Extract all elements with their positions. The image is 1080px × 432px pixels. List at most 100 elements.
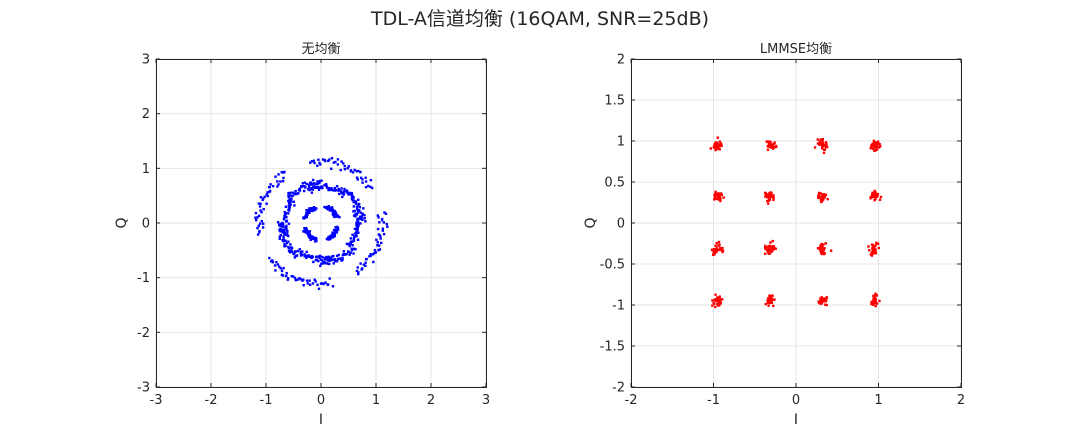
scatter-point (364, 176, 367, 179)
scatter-point (767, 246, 770, 249)
scatter-point (325, 186, 329, 189)
scatter-point (290, 250, 294, 254)
scatter-point (874, 248, 877, 251)
scatter-point (317, 259, 320, 263)
scatter-point (284, 211, 288, 215)
y-tick-label: 3 (142, 53, 150, 68)
scatter-point (276, 263, 280, 266)
scatter-point (351, 240, 354, 243)
scatter-point (822, 192, 826, 196)
scatter-point (714, 293, 717, 296)
scatter-point (385, 222, 388, 226)
scatter-point (717, 146, 720, 149)
scatter-point (767, 142, 771, 145)
scatter-point (298, 248, 302, 251)
scatter-point (712, 252, 715, 255)
scatter-point (299, 278, 302, 281)
scatter-point (361, 267, 364, 270)
scatter-point (873, 195, 877, 198)
scatter-point (332, 161, 336, 164)
scatter-point (714, 305, 717, 309)
scatter-point (721, 249, 725, 253)
scatter-point (339, 190, 343, 193)
scatter-point (293, 204, 296, 207)
scatter-point (309, 255, 312, 259)
scatter-point (306, 282, 310, 285)
scatter-point (340, 160, 343, 163)
scatter-point (256, 216, 259, 219)
scatter-point (361, 212, 364, 215)
scatter-point (348, 244, 351, 248)
scatter-point (301, 182, 305, 185)
scatter-point (285, 241, 289, 245)
scatter-point (334, 188, 337, 191)
scatter-point (331, 233, 334, 236)
scatter-point (319, 264, 322, 268)
scatter-point (717, 248, 720, 252)
scatter-point (335, 225, 339, 229)
y-tick-label: -2 (612, 381, 625, 396)
scatter-point (363, 213, 366, 217)
scatter-point (369, 185, 372, 188)
scatter-point (288, 251, 292, 254)
scatter-point (821, 147, 824, 150)
scatter-point (877, 142, 881, 146)
scatter-point (299, 250, 303, 254)
scatter-point (342, 191, 345, 194)
scatter-point (716, 192, 719, 195)
scatter-point (302, 189, 306, 193)
scatter-point (279, 230, 282, 233)
scatter-point (284, 239, 287, 243)
scatter-point (717, 301, 720, 305)
scatter-point (332, 209, 335, 212)
scatter-point (816, 195, 820, 198)
scatter-point (341, 195, 344, 199)
scatter-point (717, 194, 721, 197)
scatter-point (716, 144, 719, 147)
scatter-point (767, 296, 770, 300)
scatter-point (772, 304, 775, 308)
scatter-point (293, 256, 297, 259)
scatter-point (719, 246, 722, 250)
scatter-point (768, 297, 771, 300)
scatter-point (351, 171, 355, 174)
scatter-point (285, 233, 289, 237)
scatter-point (338, 257, 342, 260)
scatter-point (278, 237, 282, 241)
scatter-point (341, 258, 344, 261)
scatter-point (311, 188, 315, 191)
scatter-point (259, 196, 263, 199)
scatter-point (303, 185, 306, 188)
x-tick-label: 2 (957, 393, 965, 408)
scatter-point (280, 225, 284, 228)
scatter-point (347, 165, 350, 168)
scatter-point (819, 300, 823, 303)
scatter-point (821, 298, 825, 302)
scatter-point (769, 296, 772, 299)
scatter-point (287, 195, 290, 199)
scatter-point (349, 170, 353, 173)
scatter-point (773, 145, 777, 149)
plot-lmmse-equalization: -2 -1 0 1 2 -2 -1.5 -1 -0.5 0 0.5 1 1.5 2 I Q LMMSE均衡 (583, 42, 965, 428)
scatter-point (338, 216, 341, 219)
scatter-point (772, 245, 775, 248)
scatter-point (361, 178, 364, 181)
scatter-point (376, 241, 380, 244)
scatter-point (334, 226, 337, 229)
scatter-point (773, 298, 776, 301)
scatter-point (870, 144, 873, 148)
scatter-point (874, 190, 877, 194)
scatter-point (287, 194, 290, 197)
scatter-point (332, 215, 336, 218)
scatter-point (325, 184, 328, 188)
scatter-point (282, 239, 286, 242)
scatter-point (330, 206, 334, 209)
scatter-point (345, 189, 349, 192)
scatter-point (336, 158, 340, 161)
scatter-point (257, 224, 260, 227)
scatter-point (767, 301, 770, 304)
scatter-point (339, 168, 342, 172)
scatter-point (819, 245, 822, 249)
scatter-point (823, 247, 826, 250)
y-tick-label: 0 (617, 217, 625, 232)
